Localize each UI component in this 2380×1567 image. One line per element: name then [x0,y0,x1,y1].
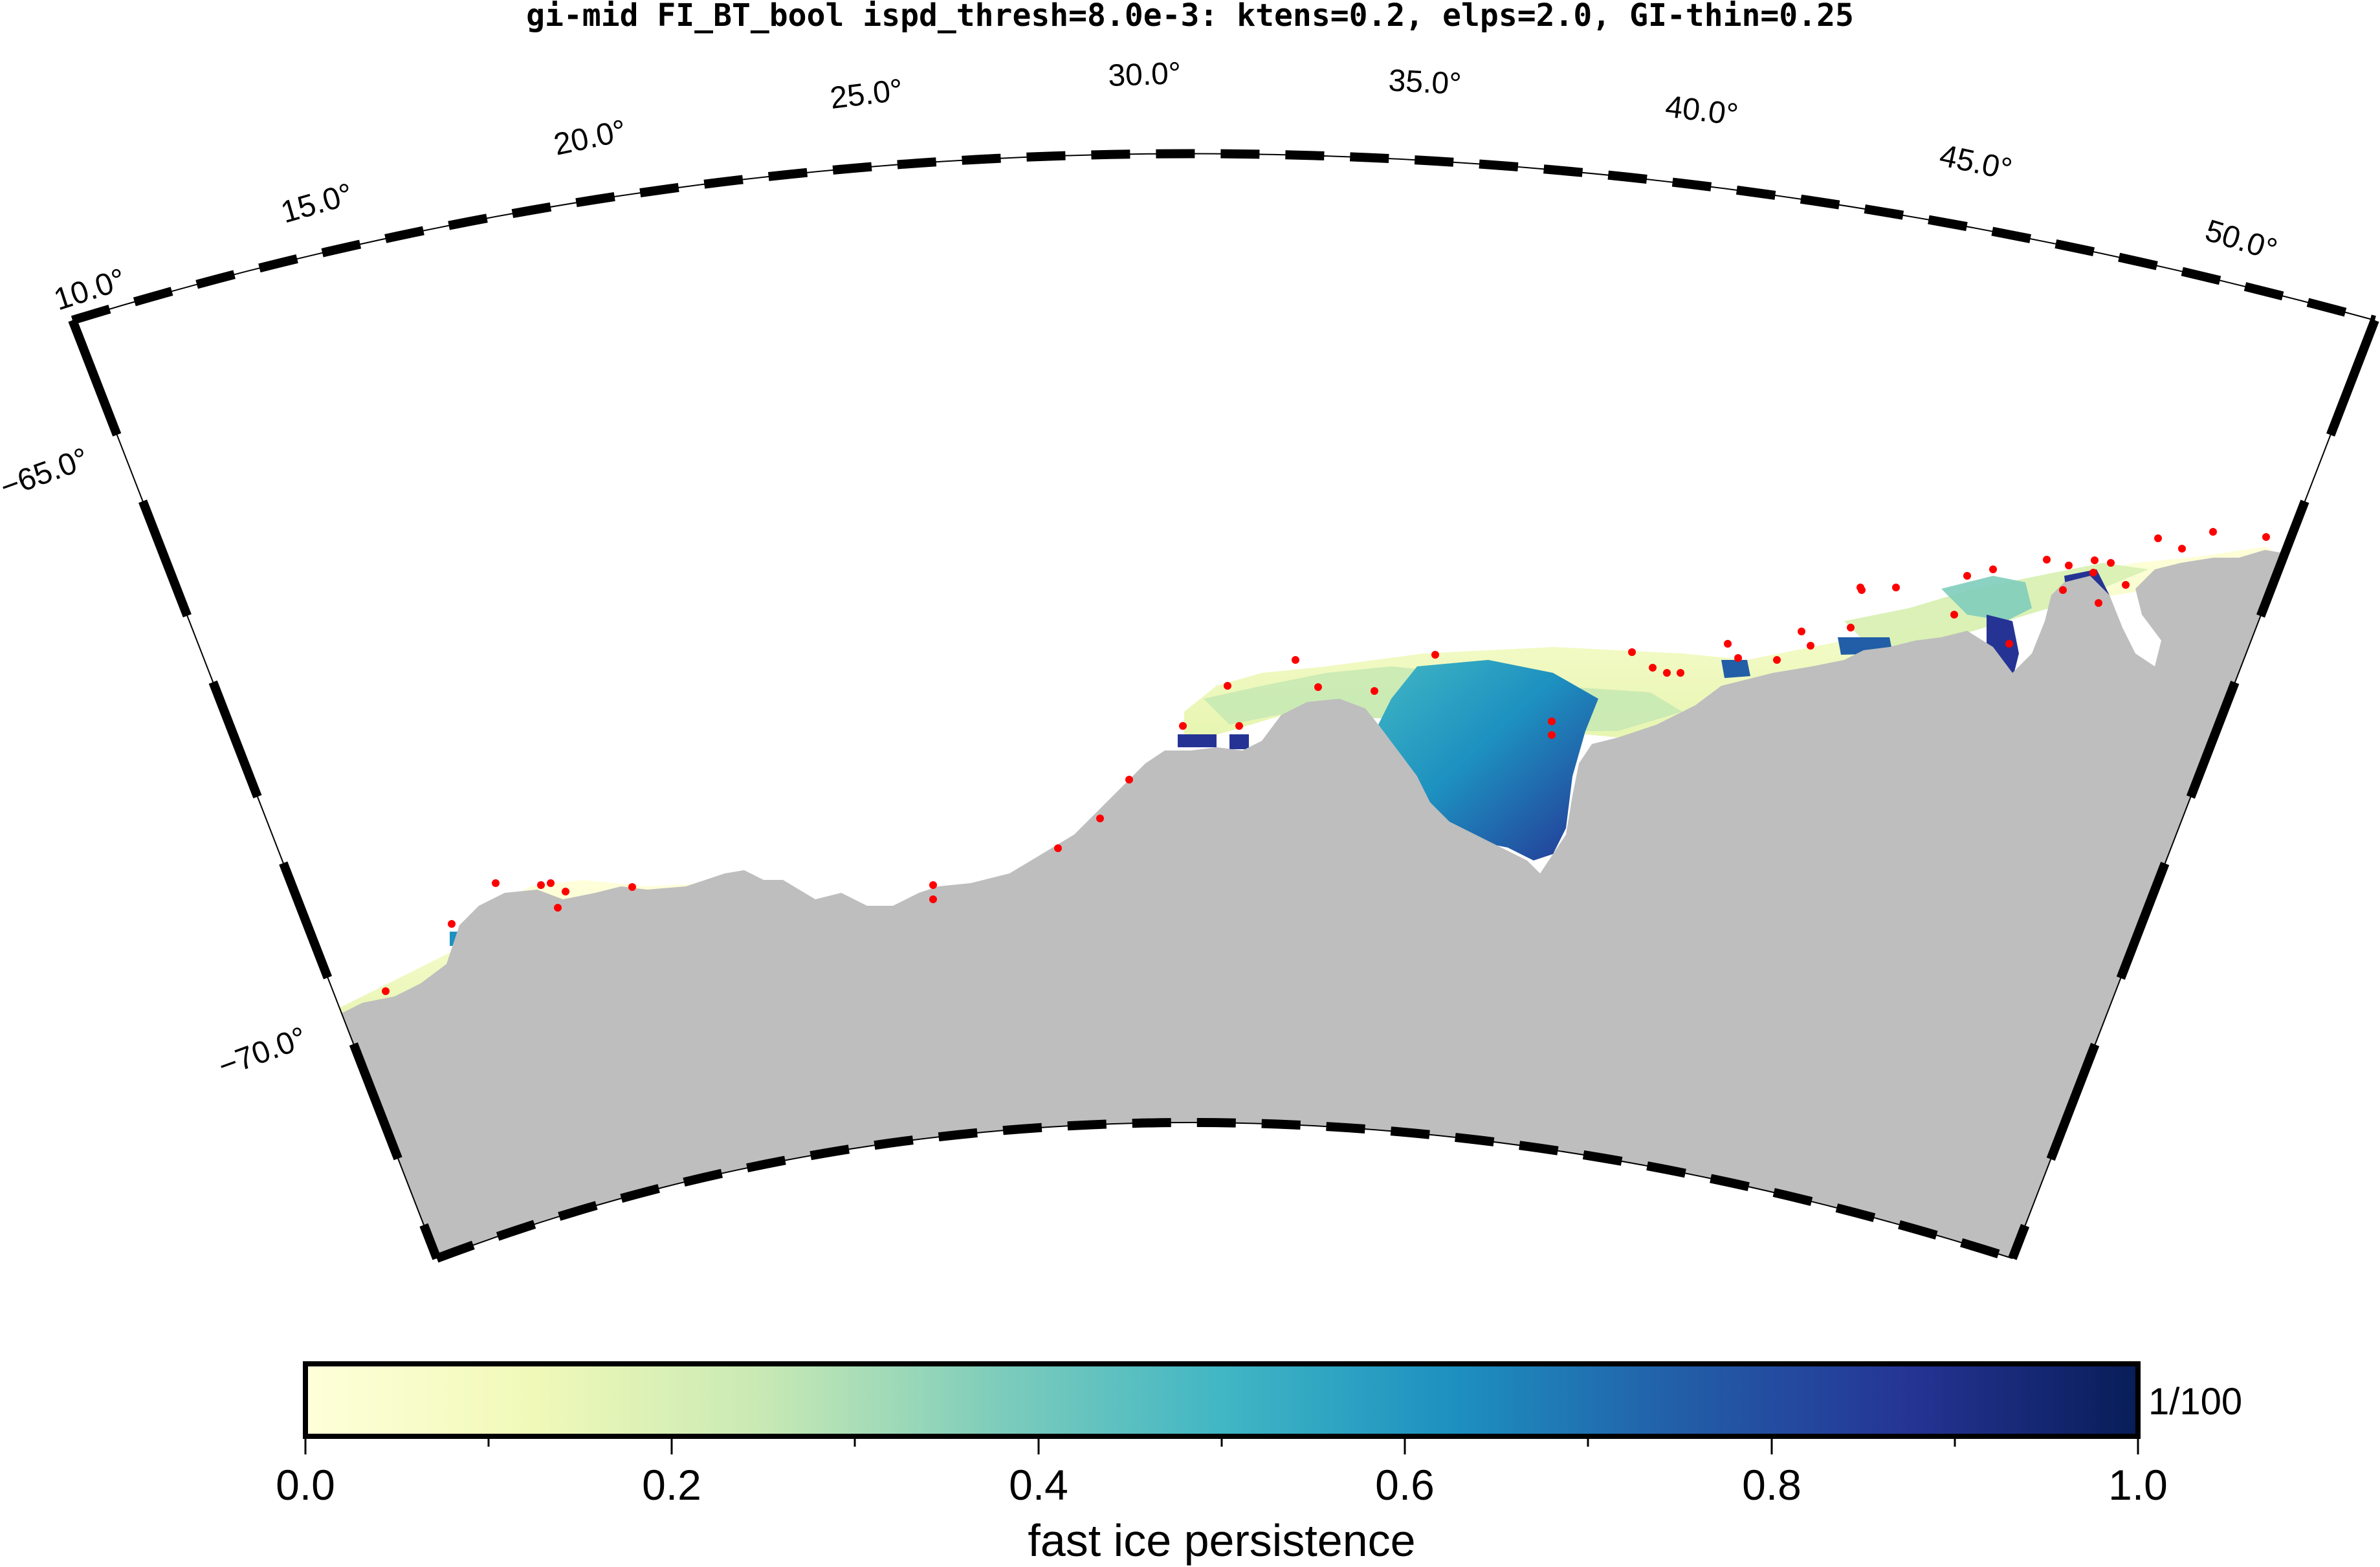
colorbar-tick-0.0: 0.0 [276,1461,335,1509]
colorbar-ticks [304,1436,2139,1454]
colorbar-ramp [303,1361,2141,1439]
colorbar-label: fast ice persistence [1028,1515,1415,1566]
colorbar: 0.0 0.2 0.4 0.6 0.8 1.0 1/100 fast ice p… [276,1361,2242,1566]
lon-label-50: 50.0° [2201,214,2281,268]
map-frame [68,149,2379,1263]
colorbar-tick-1.0: 1.0 [2108,1461,2168,1509]
colorbar-unit: 1/100 [2148,1381,2242,1423]
fast-ice-mid-east-dark [1721,660,1750,678]
lon-label-20: 20.0° [551,114,629,162]
colorbar-tick-0.2: 0.2 [642,1461,701,1509]
colorbar-tick-0.4: 0.4 [1009,1461,1068,1509]
colorbar-tick-0.8: 0.8 [1742,1461,1802,1509]
antarctic-land [72,550,2375,1258]
colorbar-tick-0.6: 0.6 [1375,1461,1435,1509]
lon-label-25: 25.0° [828,73,905,116]
lat-label-65: −65.0° [0,441,93,505]
lon-label-30: 30.0° [1108,56,1182,93]
lon-label-35: 35.0° [1387,63,1462,102]
grounded-iceberg-markers [382,528,2270,995]
lon-label-45: 45.0° [1937,138,2015,187]
lat-label-70: −70.0° [214,1020,311,1084]
fast-ice-west-dark-1 [1178,734,1217,747]
fast-ice-west-dark-2 [1229,734,1249,749]
fast-ice-east-teal [1941,576,2032,621]
figure-title: gi-mid FI_BT_bool ispd_thresh=8.0e-3: kt… [526,0,1854,34]
lon-label-40: 40.0° [1664,89,1740,132]
lon-label-15: 15.0° [277,177,357,230]
